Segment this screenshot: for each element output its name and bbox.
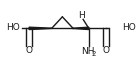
Text: O: O (26, 46, 33, 55)
Text: NH: NH (81, 47, 95, 56)
Text: HO: HO (6, 23, 20, 32)
Text: H: H (78, 11, 85, 20)
Polygon shape (29, 27, 52, 30)
Text: O: O (102, 46, 109, 55)
Text: 2: 2 (92, 51, 96, 57)
Polygon shape (73, 27, 89, 30)
Text: HO: HO (122, 23, 136, 32)
